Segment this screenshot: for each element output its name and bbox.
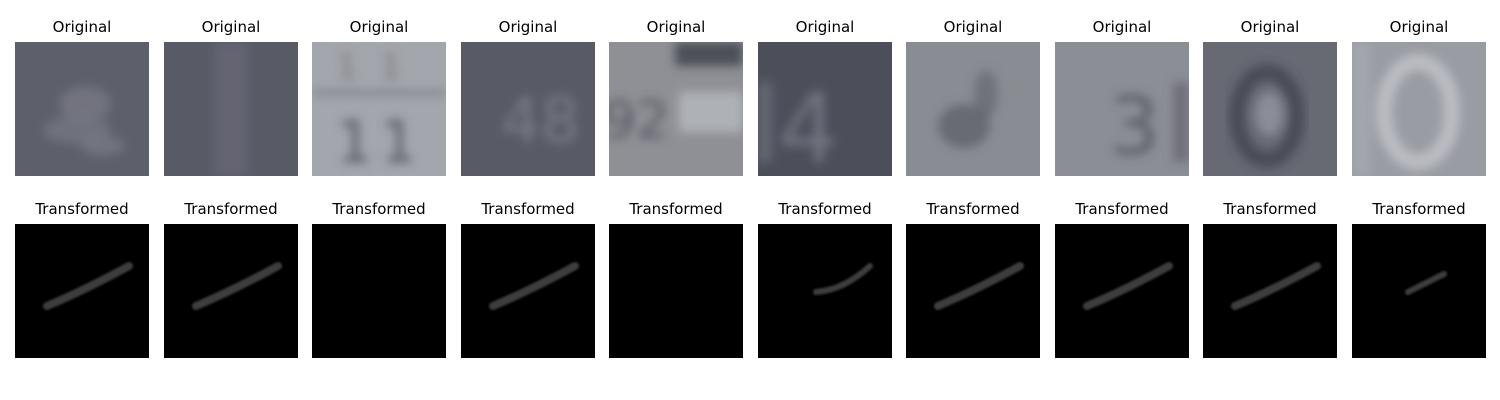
stroke-mark xyxy=(1083,262,1173,310)
svg-text:1: 1 xyxy=(380,108,417,176)
svg-text:1: 1 xyxy=(380,47,402,87)
svg-text:1: 1 xyxy=(336,47,358,87)
stroke-mark xyxy=(489,262,579,310)
transformed-title: Transformed xyxy=(926,200,1020,218)
stroke-mark xyxy=(813,263,873,295)
transformed-image xyxy=(1203,224,1337,358)
transformed-title: Transformed xyxy=(35,200,129,218)
original-title: Original xyxy=(349,18,409,36)
original-image: 1 11 1 xyxy=(312,42,446,176)
original-title: Original xyxy=(201,18,261,36)
transformed-image xyxy=(609,224,743,358)
original-title: Original xyxy=(1240,18,1300,36)
transformed-image xyxy=(164,224,298,358)
transformed-title: Transformed xyxy=(778,200,872,218)
original-image: 48 xyxy=(461,42,595,176)
stroke-mark xyxy=(1231,262,1321,310)
original-title: Original xyxy=(943,18,1003,36)
transformed-image xyxy=(906,224,1040,358)
transformed-title: Transformed xyxy=(332,200,426,218)
original-image xyxy=(1352,42,1486,176)
svg-text:4: 4 xyxy=(778,73,839,176)
original-image: 3 xyxy=(1055,42,1189,176)
original-title: Original xyxy=(498,18,558,36)
svg-text:3: 3 xyxy=(1109,80,1160,173)
svg-text:48: 48 xyxy=(501,84,580,157)
svg-text:92: 92 xyxy=(609,91,669,151)
transformed-title: Transformed xyxy=(481,200,575,218)
original-image xyxy=(15,42,149,176)
original-title: Original xyxy=(52,18,112,36)
stroke-mark xyxy=(192,262,282,310)
original-image xyxy=(164,42,298,176)
transformed-title: Transformed xyxy=(184,200,278,218)
stroke-mark xyxy=(1405,271,1447,295)
transformed-title: Transformed xyxy=(1372,200,1466,218)
transformed-title: Transformed xyxy=(1223,200,1317,218)
transformed-title: Transformed xyxy=(1075,200,1169,218)
original-image xyxy=(906,42,1040,176)
stroke-mark xyxy=(934,262,1024,310)
transformed-image xyxy=(1055,224,1189,358)
original-image: 92 xyxy=(609,42,743,176)
svg-text:1: 1 xyxy=(336,108,373,176)
original-title: Original xyxy=(1092,18,1152,36)
original-title: Original xyxy=(795,18,855,36)
original-title: Original xyxy=(646,18,706,36)
stroke-mark xyxy=(43,262,133,310)
transformed-image xyxy=(1352,224,1486,358)
original-image xyxy=(1203,42,1337,176)
transformed-image xyxy=(461,224,595,358)
transformed-image xyxy=(312,224,446,358)
original-title: Original xyxy=(1389,18,1449,36)
transformed-image xyxy=(15,224,149,358)
transformed-title: Transformed xyxy=(629,200,723,218)
original-image: 4 xyxy=(758,42,892,176)
transformed-image xyxy=(758,224,892,358)
